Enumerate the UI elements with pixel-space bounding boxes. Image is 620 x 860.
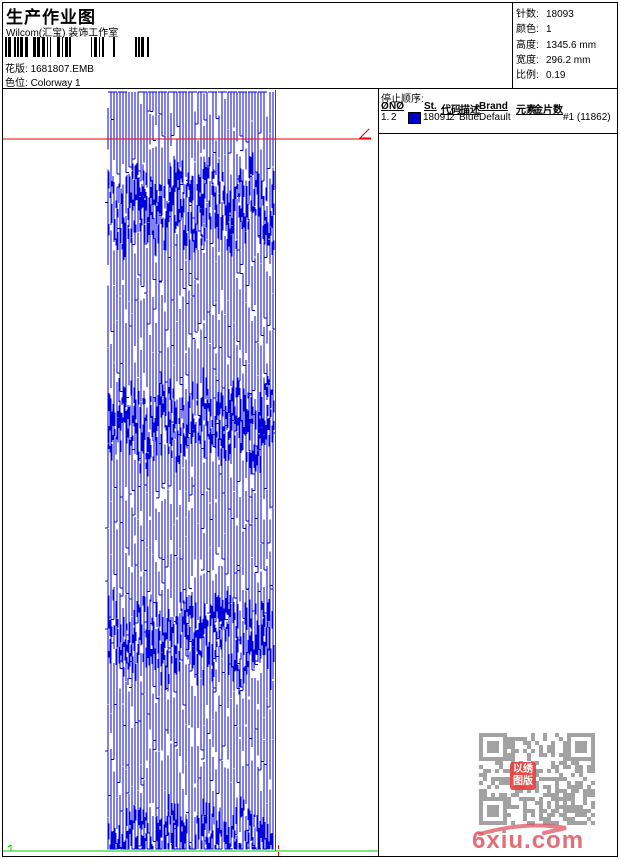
stamp-logo-icon: 以绣 图版 xyxy=(510,762,536,790)
color-count-label: 颜色: xyxy=(516,24,539,35)
panel-divider xyxy=(378,88,379,856)
height-row: 高度: 1345.6 mm xyxy=(516,36,596,51)
col-header-needle: NØ xyxy=(389,101,404,112)
watermark-swoosh-icon xyxy=(470,815,580,840)
info-box-divider xyxy=(512,2,513,88)
stamp-line2: 图版 xyxy=(513,776,533,787)
width-value: 296.2 mm xyxy=(546,55,591,66)
color-count-value: 1 xyxy=(546,24,552,35)
colorway-row: 色位: Colorway 1 xyxy=(5,74,81,89)
cell-seq: 1. xyxy=(381,112,390,123)
design-file-value: 1681807.EMB xyxy=(30,64,94,75)
qr-watermark-icon xyxy=(479,733,595,825)
color-swatch xyxy=(408,112,421,124)
width-row: 宽度: 296.2 mm xyxy=(516,51,590,66)
col-header-desc: 描述 xyxy=(460,105,480,116)
col-header-brand: Brand xyxy=(479,101,508,112)
page-title: 生产作业图 xyxy=(6,8,96,27)
stamp-line1: 以绣 xyxy=(513,764,533,775)
software-name: Wilcom(汇宝) 装饰工作室 xyxy=(6,28,119,39)
col-header-sequins: 金片数 xyxy=(533,105,563,116)
design-file-label: 花版: xyxy=(5,64,28,75)
col-header-code: 代码 xyxy=(441,105,461,116)
cell-needle: 2 xyxy=(391,112,397,123)
cell-code: 2 xyxy=(449,112,455,123)
col-header-elements: 元素 xyxy=(516,105,536,116)
stitch-count-value: 18093 xyxy=(546,9,574,20)
scale-label: 比例: xyxy=(516,70,539,81)
height-value: 1345.6 mm xyxy=(546,40,597,51)
header-separator xyxy=(2,88,617,89)
scale-row: 比例: 0.19 xyxy=(516,66,565,81)
cell-stitches: 18091 xyxy=(423,112,451,123)
table-bottom-rule xyxy=(378,133,617,134)
stop-sequence-title: 停止顺序: xyxy=(381,94,424,105)
col-header-stop: Ø xyxy=(381,101,389,112)
cell-desc: Blue xyxy=(459,112,480,123)
guide-lines xyxy=(3,90,378,856)
colorway-value: Colorway 1 xyxy=(30,78,81,89)
cell-brand: Default xyxy=(479,112,511,123)
stitch-plot xyxy=(105,91,276,850)
color-count-row: 颜色: 1 xyxy=(516,20,552,35)
cell-sequins: #1 (11862) xyxy=(563,112,611,123)
stitch-count-label: 针数: xyxy=(516,9,539,20)
colorway-label: 色位: xyxy=(5,78,28,89)
height-label: 高度: xyxy=(516,40,539,51)
barcode xyxy=(5,37,150,57)
width-label: 宽度: xyxy=(516,55,539,66)
col-header-stitches: St. xyxy=(424,101,437,112)
design-file-row: 花版: 1681807.EMB xyxy=(5,60,94,75)
stitch-count-row: 针数: 18093 xyxy=(516,5,574,20)
scale-value: 0.19 xyxy=(546,70,566,81)
